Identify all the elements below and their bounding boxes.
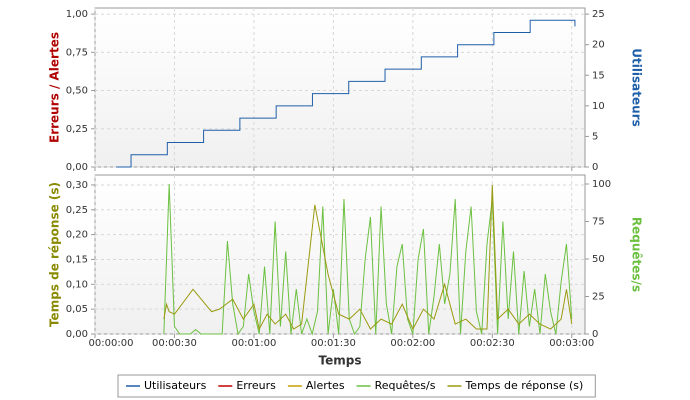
y2-tick-label: 75 (592, 217, 605, 228)
y-tick-label: 0,05 (66, 304, 88, 315)
y-tick-label: 0,30 (66, 180, 88, 191)
y2-tick-label: 15 (592, 70, 605, 81)
y-tick-label: 0,25 (66, 124, 88, 135)
y2-tick-label: 20 (592, 40, 605, 51)
y-tick-label: 0,20 (66, 230, 88, 241)
y2-tick-label: 100 (592, 179, 611, 190)
y-tick-label: 1,00 (66, 9, 88, 20)
plot-area (94, 7, 586, 168)
legend-label: Alertes (306, 379, 345, 392)
legend-label: Requêtes/s (375, 379, 436, 392)
y2-tick-label: 0 (592, 329, 598, 340)
x-tick-label: 00:02:00 (390, 338, 435, 349)
y2-tick-label: 10 (592, 101, 605, 112)
y2-axis-title: Requêtes/s (630, 217, 644, 292)
y2-tick-label: 25 (592, 292, 605, 303)
series-line (163, 183, 573, 336)
x-tick-label: 00:00:00 (89, 338, 134, 349)
x-tick-label: 00:02:30 (470, 338, 515, 349)
y2-axis-title: Utilisateurs (630, 48, 644, 127)
y2-tick-label: 0 (592, 162, 598, 173)
y-tick-label: 0,75 (66, 47, 88, 58)
y2-tick-label: 5 (592, 131, 598, 142)
y-axis-title: Temps de réponse (s) (48, 182, 62, 327)
x-axis-title: Temps (319, 354, 362, 368)
y-tick-label: 0,15 (66, 254, 88, 265)
y-axis-title: Erreurs / Alertes (48, 32, 62, 143)
y2-tick-label: 25 (592, 9, 605, 20)
series-line (116, 19, 576, 168)
x-tick-label: 00:01:00 (231, 338, 276, 349)
y-tick-label: 0,25 (66, 205, 88, 216)
y2-tick-label: 50 (592, 254, 605, 265)
y-tick-label: 0,00 (66, 329, 88, 340)
x-tick-label: 00:00:30 (152, 338, 197, 349)
x-tick-label: 00:03:00 (549, 338, 594, 349)
y-tick-label: 0,10 (66, 279, 88, 290)
legend-label: Temps de réponse (s) (464, 379, 583, 392)
y-tick-label: 0,00 (66, 162, 88, 173)
legend-label: Utilisateurs (144, 379, 207, 392)
y-tick-label: 0,50 (66, 86, 88, 97)
x-tick-label: 00:01:30 (311, 338, 356, 349)
legend-label: Erreurs (236, 379, 276, 392)
series-line (163, 184, 573, 331)
